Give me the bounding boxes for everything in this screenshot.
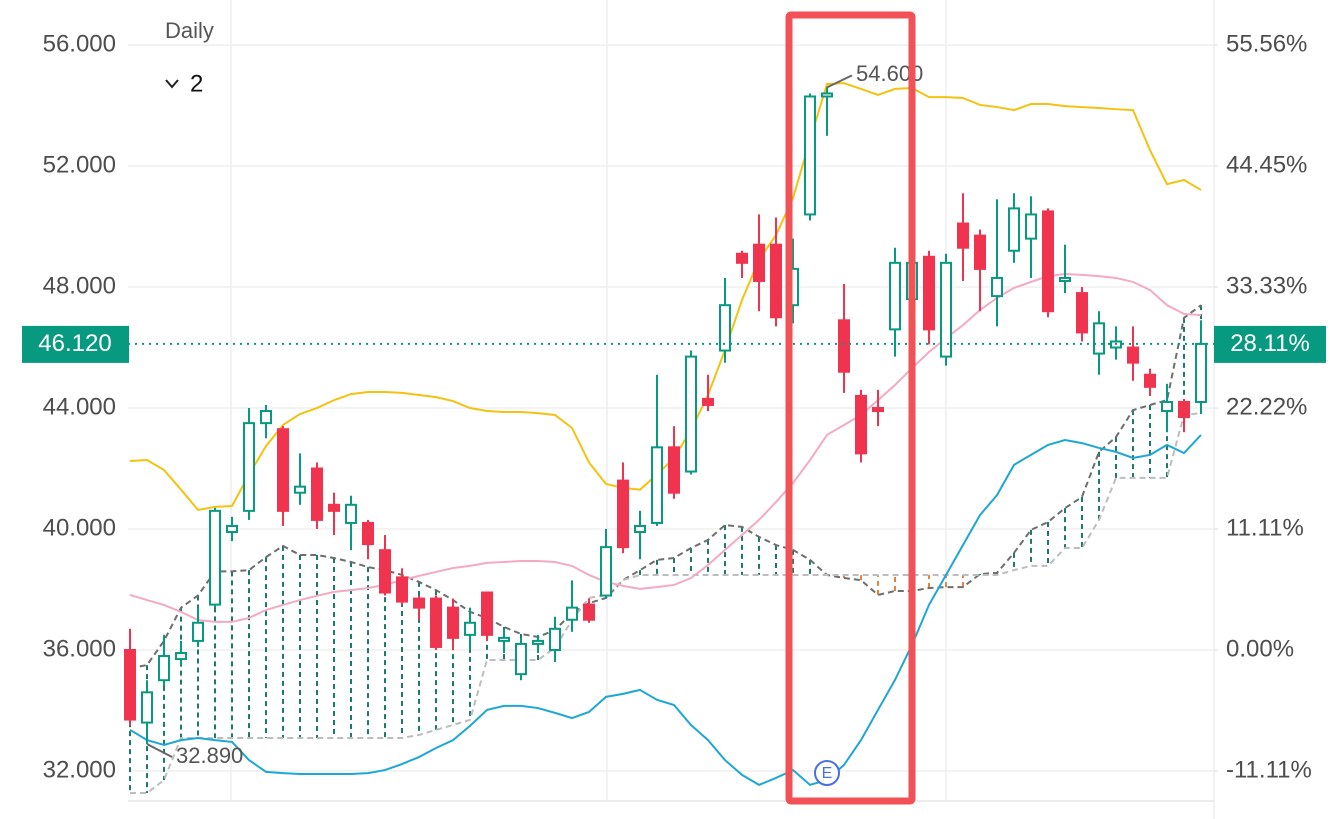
extreme-label: 32.890 <box>176 743 243 768</box>
candle-body <box>209 509 221 606</box>
candle-body <box>583 603 595 621</box>
candle-body <box>685 355 697 473</box>
candle-body <box>396 576 408 603</box>
candle-body <box>838 319 850 373</box>
candle-body <box>260 410 272 425</box>
candle-body <box>566 606 578 621</box>
y-tick-label: 32.000 <box>43 756 116 783</box>
collapse-chevron[interactable] <box>165 79 179 89</box>
candle-body <box>889 261 901 331</box>
last-change-label: 28.11% <box>1230 330 1310 357</box>
candle-body <box>991 276 1003 298</box>
candle-body <box>1042 210 1054 313</box>
candle-body <box>1076 292 1088 334</box>
y-tick-label: 52.000 <box>43 151 116 178</box>
y2-tick-label: 22.22% <box>1226 393 1307 420</box>
overlay-line <box>129 82 1202 512</box>
candle-body <box>617 479 629 549</box>
candle-body <box>855 394 867 455</box>
candle-body <box>1093 322 1105 355</box>
event-label[interactable]: E <box>822 765 833 782</box>
candle-body <box>515 642 527 676</box>
cloud-line <box>130 412 1202 795</box>
candle-body <box>311 467 323 521</box>
candle-body <box>345 503 357 524</box>
candle-body <box>702 397 714 406</box>
candle-body <box>175 652 187 661</box>
candle-body <box>1161 400 1173 413</box>
overlay-line <box>129 273 1202 623</box>
y-tick-label: 44.000 <box>43 393 116 420</box>
candle-body <box>821 92 833 98</box>
extreme-pointer <box>826 74 853 89</box>
candle-body <box>872 407 884 413</box>
candle-body <box>1127 346 1139 364</box>
candle-body <box>413 597 425 609</box>
candle-body <box>770 243 782 319</box>
last-change-box <box>1214 325 1326 363</box>
candle-body <box>736 252 748 264</box>
last-price-label: 46.120 <box>38 330 111 357</box>
y-tick-label: 36.000 <box>43 635 116 662</box>
candle-body <box>753 243 765 282</box>
candle-body <box>498 636 510 642</box>
y2-tick-label: -11.11% <box>1226 756 1312 783</box>
y-tick-label: 56.000 <box>43 30 116 57</box>
y2-tick-label: 44.45% <box>1226 151 1307 178</box>
candle-body <box>1178 400 1190 419</box>
y2-tick-label: 33.33% <box>1226 272 1307 299</box>
candle-body <box>1195 342 1207 403</box>
candle-body <box>328 503 340 512</box>
y2-tick-label: 0.00% <box>1226 635 1294 662</box>
candle-body <box>158 655 170 682</box>
candle-body <box>362 521 374 546</box>
candle-body <box>379 549 391 594</box>
candle-body <box>481 591 493 636</box>
candle-body <box>719 304 731 352</box>
candle-body <box>923 255 935 331</box>
candle-body <box>430 597 442 648</box>
candle-body <box>141 691 153 724</box>
candle-body <box>226 524 238 534</box>
extreme-pointer <box>146 743 173 758</box>
last-price-box <box>22 325 129 363</box>
candle-body <box>1059 276 1071 282</box>
y2-tick-label: 55.56% <box>1226 30 1307 57</box>
candle-body <box>243 422 255 512</box>
candle-body <box>192 621 204 642</box>
candle-body <box>634 524 646 534</box>
candle-body <box>668 446 680 494</box>
candle-body <box>277 428 289 512</box>
candle-body <box>651 446 663 524</box>
y-tick-label: 40.000 <box>43 514 116 541</box>
candle-body <box>974 234 986 270</box>
y-tick-label: 48.000 <box>43 272 116 299</box>
event-marker <box>814 760 840 786</box>
overlay-line <box>129 434 1202 786</box>
candle-body <box>600 546 612 597</box>
interval-label[interactable]: Daily <box>165 18 214 43</box>
candle-body <box>1144 373 1156 388</box>
candle-body <box>1008 207 1020 252</box>
candle-body <box>294 485 306 494</box>
candle-body <box>1025 213 1037 240</box>
candle-body <box>804 95 816 216</box>
candle-body <box>957 222 969 249</box>
highlight-box <box>785 11 916 805</box>
y2-tick-label: 11.11% <box>1226 514 1304 541</box>
cloud-line <box>129 304 1202 670</box>
indicator-count[interactable]: 2 <box>190 70 203 97</box>
candle-body <box>549 627 561 651</box>
candle-body <box>124 648 136 721</box>
candle-body <box>447 606 459 639</box>
candle-body <box>532 639 544 645</box>
candle-body <box>940 261 952 358</box>
candle-body <box>464 621 476 636</box>
